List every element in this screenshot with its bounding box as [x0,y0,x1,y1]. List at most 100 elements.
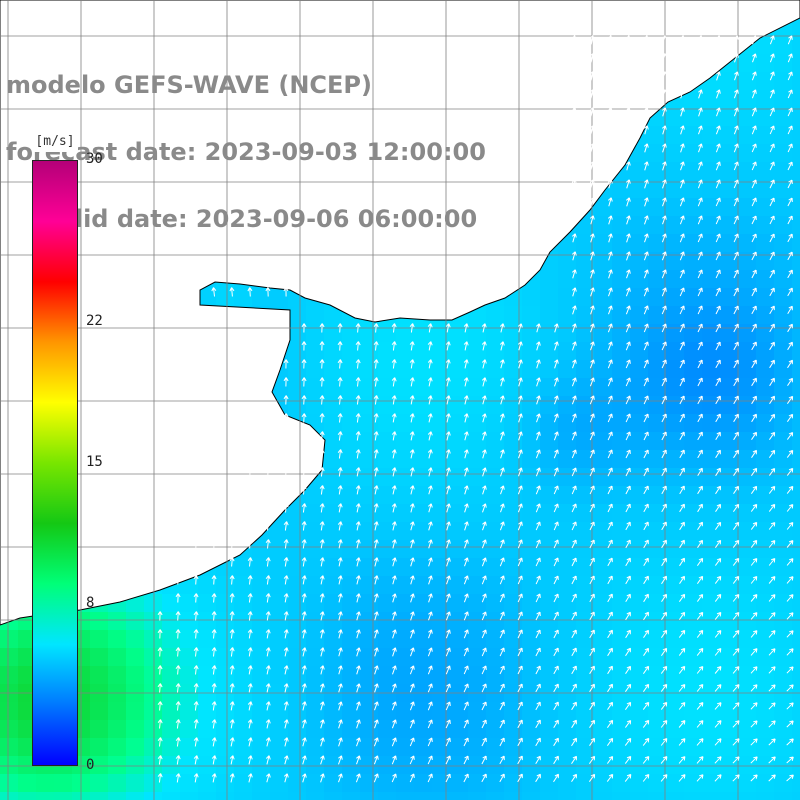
wind-arrow [481,341,487,351]
wind-arrow [391,539,397,549]
wind-arrow [768,558,776,566]
wind-arrow [642,665,650,674]
wind-arrow [607,143,613,153]
wind-arrow [625,449,631,459]
wind-arrow [265,719,271,729]
wind-arrow [715,377,721,387]
wind-arrow [732,720,740,728]
wind-arrow [463,341,469,351]
wind-arrow [626,215,631,225]
wind-arrow [535,611,541,621]
wind-arrow [229,287,235,297]
wind-arrow [751,233,757,243]
wind-arrow [500,503,505,513]
wind-arrow [625,431,631,441]
wind-arrow [714,575,722,584]
wind-arrow [787,107,793,117]
wind-arrow [337,683,343,693]
wind-arrow [571,89,577,99]
wind-arrow [643,251,649,261]
wind-arrow [301,377,307,387]
wind-arrow [301,773,307,783]
wind-arrow [625,341,631,351]
map-title: modelo GEFS-WAVE (NCEP) forecast date: 2… [6,30,486,253]
wind-arrow [283,773,289,783]
wind-arrow [571,755,577,764]
wind-arrow [301,593,307,603]
wind-arrow [301,611,307,621]
wind-arrow [607,449,613,459]
wind-arrow [696,557,704,566]
wind-arrow [211,755,217,765]
wind-arrow [338,773,343,783]
wind-arrow [445,431,451,441]
wind-arrow [517,665,523,675]
wind-arrow [589,395,595,405]
wind-arrow [409,575,415,585]
wind-arrow [607,485,613,495]
wind-arrow [661,89,667,99]
wind-arrow [157,701,163,711]
wind-arrow [481,359,487,369]
wind-arrow [571,233,577,243]
wind-arrow [355,521,361,531]
wind-arrow [750,539,758,548]
wind-arrow [751,251,757,261]
wind-arrow [661,611,667,620]
wind-arrow [571,593,577,603]
wind-arrow [698,125,703,135]
wind-arrow [535,359,541,369]
wind-arrow [157,773,163,783]
wind-arrow [625,89,631,99]
wind-arrow [247,539,253,549]
wind-arrow [769,179,775,189]
wind-arrow [607,53,613,63]
wind-arrow [211,269,217,279]
wind-arrow [373,539,379,549]
wind-arrow [409,701,415,711]
wind-arrow [571,539,577,549]
wind-arrow [499,647,505,657]
wind-arrow [589,629,595,639]
wind-arrow [229,575,235,585]
wind-arrow [662,143,667,153]
wind-arrow [374,665,379,675]
wind-arrow [319,719,325,729]
wind-arrow [193,719,199,729]
wind-arrow [732,594,740,602]
wind-arrow [661,71,667,81]
wind-arrow [571,521,577,531]
wind-arrow [660,720,668,728]
wind-arrow [211,611,217,621]
wind-arrow [482,503,487,513]
wind-arrow [409,557,415,567]
wind-arrow [337,323,343,333]
wind-arrow [751,305,757,315]
wind-arrow [589,737,595,746]
wind-arrow [463,683,469,693]
wind-arrow [535,467,541,477]
wind-arrow [786,540,794,548]
wind-arrow [697,485,703,495]
wind-arrow [607,197,613,207]
wind-arrow [696,684,704,692]
wind-arrow [607,377,613,387]
wind-arrow [768,774,776,782]
wind-arrow [750,612,758,620]
wind-arrow [373,629,379,639]
wind-arrow [391,413,397,423]
wind-arrow [751,197,757,207]
wind-arrow [337,485,343,495]
wind-arrow [499,377,505,387]
wind-arrow [265,557,271,567]
wind-arrow [697,179,703,189]
wind-arrow [750,521,758,530]
wind-arrow [337,611,343,621]
wind-arrow [750,720,758,728]
wind-arrow [661,395,667,405]
wind-arrow [283,593,289,603]
wind-arrow [391,557,397,567]
wind-arrow [319,557,325,567]
wind-arrow [499,413,505,423]
wind-arrow [768,540,776,548]
